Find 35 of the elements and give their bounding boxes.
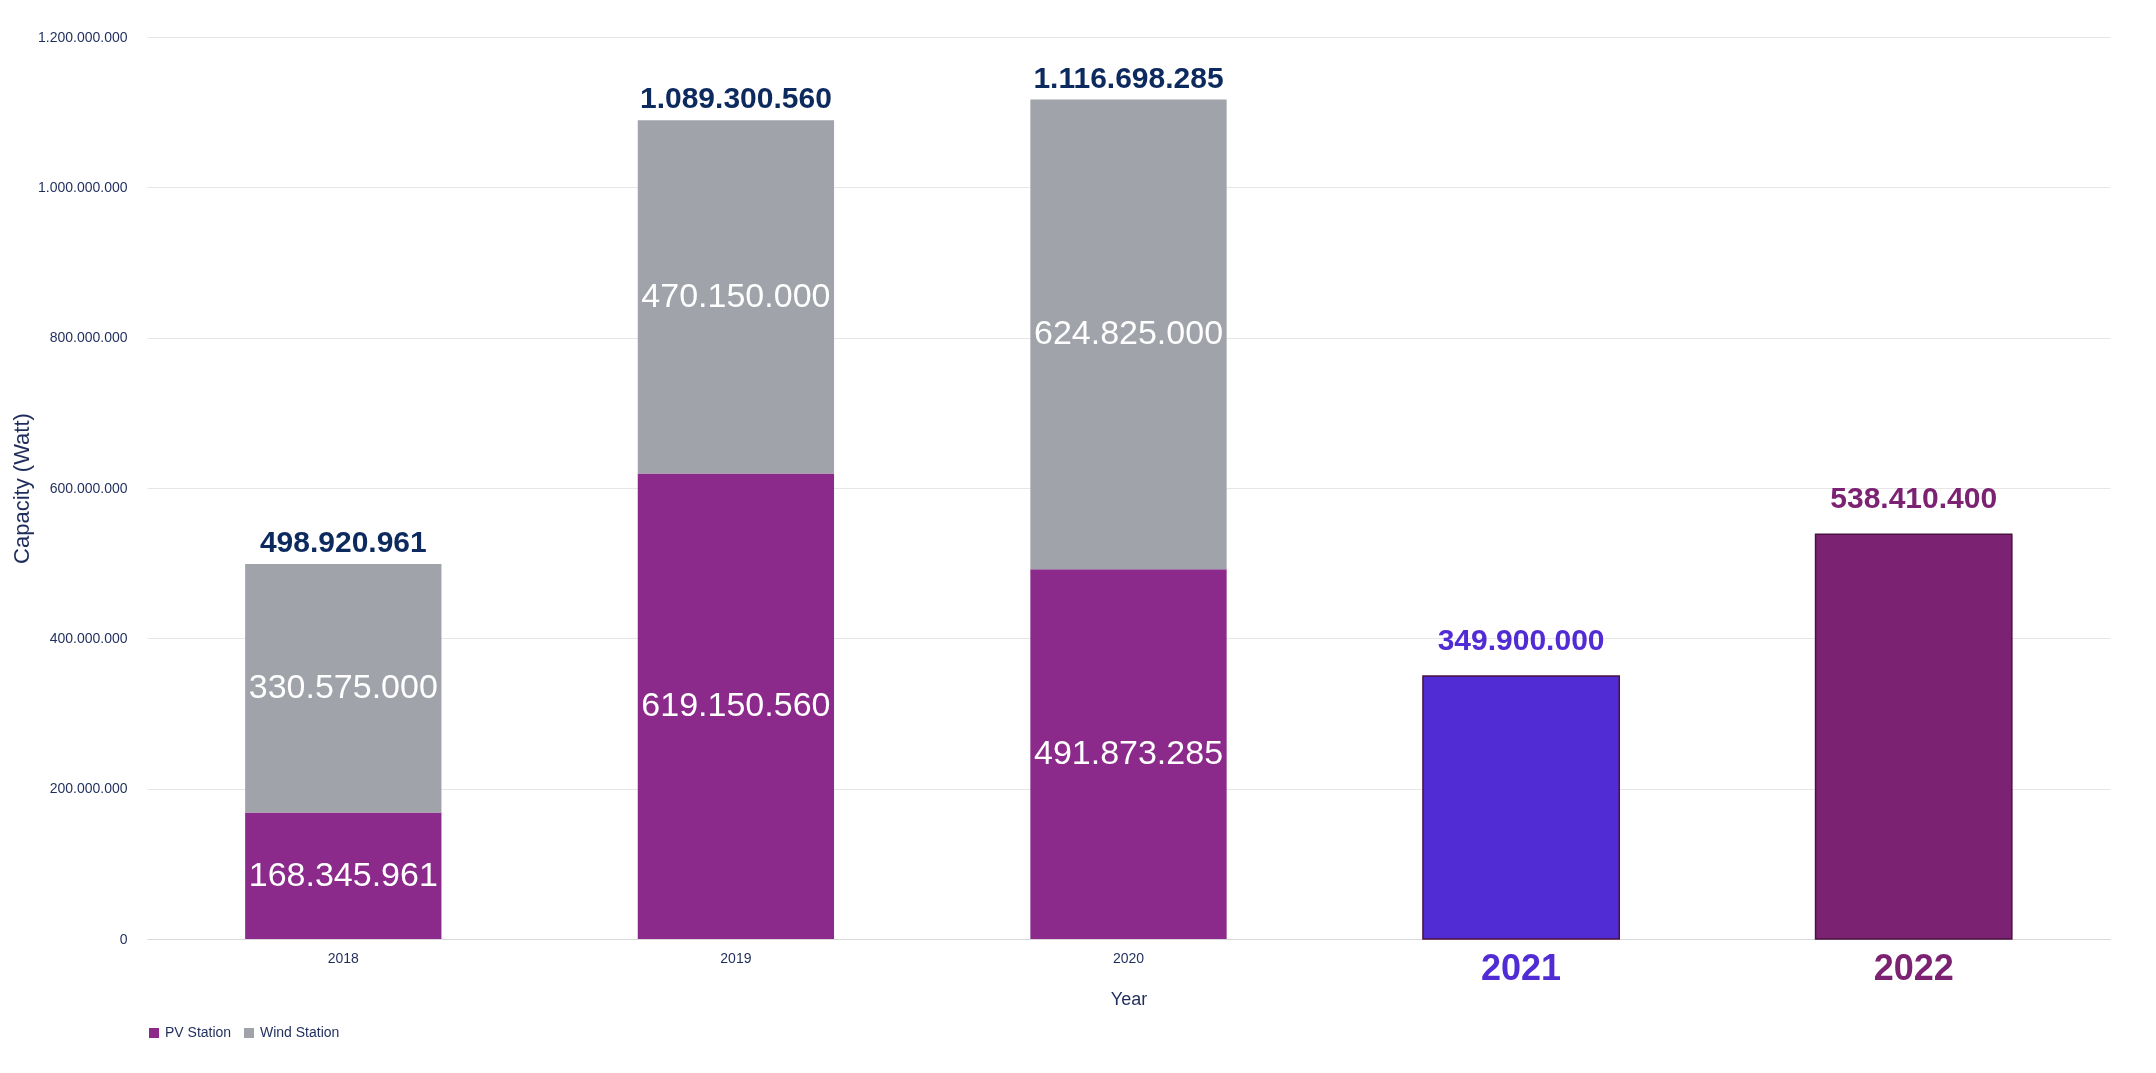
y-tick-label: 400.000.000 [49, 629, 128, 646]
y-tick-label: 1.000.000.000 [37, 178, 128, 195]
y-tick-label: 600.000.000 [49, 479, 128, 496]
bar [637, 120, 835, 474]
total-label: 1.116.698.285 [1033, 60, 1224, 94]
data-label: 538.410.400 [1830, 481, 1998, 515]
legend-label: Wind Station [260, 1024, 340, 1040]
data-label: 330.575.000 [248, 667, 438, 706]
total-label: 1.089.300.560 [639, 81, 832, 115]
x-axis-title: Year [1110, 988, 1148, 1009]
x-tick-label: 2019 [720, 949, 752, 966]
x-tick-label: 2021 [1481, 946, 1562, 988]
x-tick-label: 2020 [1112, 949, 1145, 966]
y-tick-label: 1.200.000.000 [37, 28, 128, 45]
bar [637, 473, 835, 939]
y-tick-label: 800.000.000 [49, 329, 128, 346]
y-axis-title: Capacity (Watt) [8, 413, 34, 564]
bar [1030, 569, 1227, 939]
legend-label: PV Station [165, 1024, 232, 1040]
bar [1814, 533, 2013, 940]
bar [1030, 99, 1227, 570]
x-tick-label: 2018 [327, 949, 360, 966]
data-label: 619.150.560 [641, 685, 831, 724]
data-label: 491.873.285 [1033, 733, 1224, 772]
y-tick-label: 200.000.000 [49, 780, 128, 797]
data-label: 624.825.000 [1033, 313, 1224, 352]
bar [1422, 675, 1620, 940]
total-label: 498.920.961 [259, 524, 427, 558]
bar [245, 812, 442, 939]
y-tick-label: 0 [119, 930, 128, 947]
data-label: 349.900.000 [1437, 622, 1605, 656]
x-tick-label: 2022 [1873, 946, 1954, 988]
data-label: 168.345.961 [248, 854, 438, 893]
data-label: 470.150.000 [641, 275, 831, 314]
bar [245, 563, 442, 813]
